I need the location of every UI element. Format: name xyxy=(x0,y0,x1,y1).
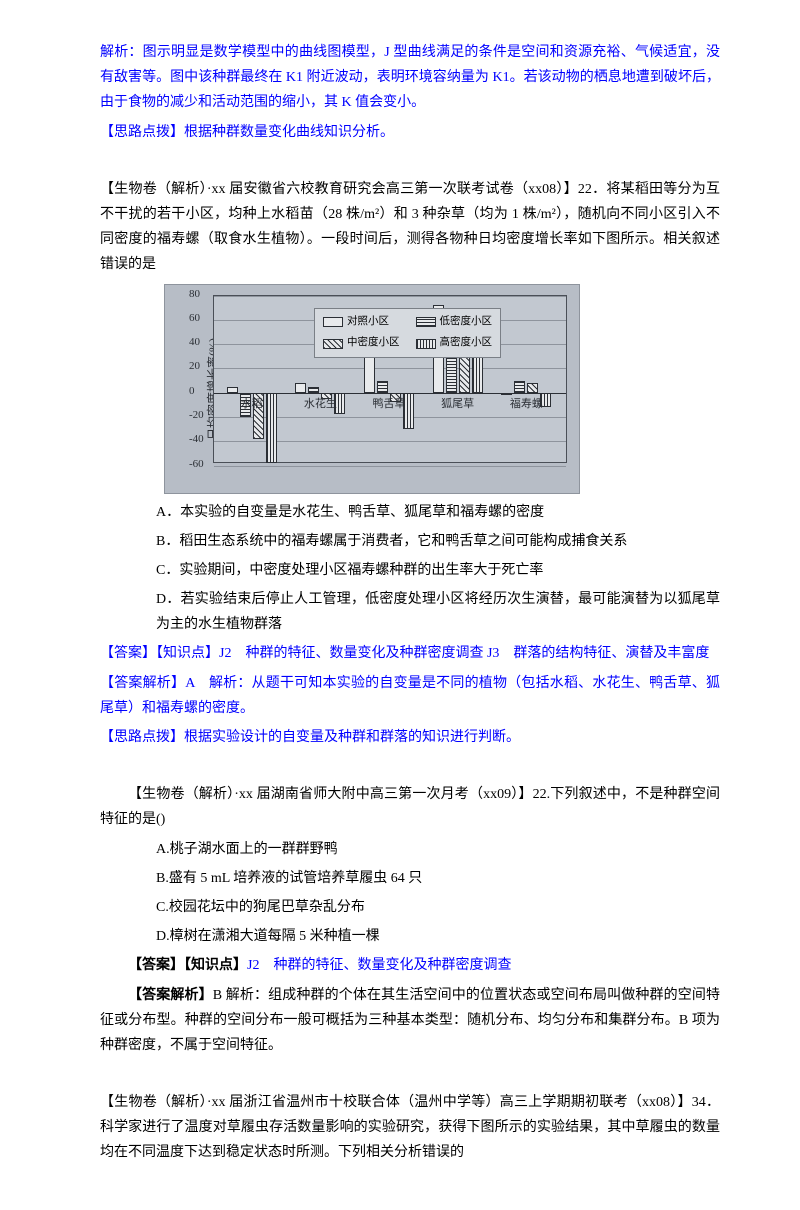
bar xyxy=(227,387,238,393)
spacer xyxy=(100,754,720,782)
y-tick: 0 xyxy=(189,382,195,402)
legend-label: 中密度小区 xyxy=(347,334,400,353)
answer-code: J2 种群的特征、数量变化及种群密度调查 J3 群落的结构特征、演替及丰富度 xyxy=(219,646,709,661)
q1-option-c: C．实验期间，中密度处理小区福寿螺种群的出生率大于死亡率 xyxy=(100,558,720,583)
q1-explain: 【答案解析】A 解析：从题干可知本实验的自变量是不同的植物（包括水稻、水花生、鸭… xyxy=(100,671,720,721)
bar xyxy=(295,383,306,393)
q1-tip: 【思路点拨】根据实验设计的自变量及种群和群落的知识进行判断。 xyxy=(100,725,720,750)
legend-label: 高密度小区 xyxy=(440,334,493,353)
legend-label: 对照小区 xyxy=(347,313,389,332)
bar xyxy=(308,387,319,393)
growth-rate-chart: 日均密度增长率(%) -60-40-20020406080 对照小区低密度小区中… xyxy=(164,284,580,494)
answer-tag: 【答案】【知识点】 xyxy=(100,646,219,661)
bar xyxy=(527,383,538,393)
category-label: 水花生 xyxy=(304,395,337,415)
legend-item: 对照小区 xyxy=(323,313,400,332)
answer-code: J2 种群的特征、数量变化及种群密度调查 xyxy=(247,958,511,973)
answer-tag: 【答案】【知识点】 xyxy=(128,958,247,973)
category-label: 鸭舌草 xyxy=(373,395,406,415)
q2-explain: 【答案解析】【答案解析】B 解析：组成种群的个体在其生活空间中的位置状态或空间布… xyxy=(100,983,720,1059)
legend-swatch xyxy=(323,317,343,327)
y-tick: 20 xyxy=(189,357,200,377)
q3-stem: 【生物卷（解析）·xx 届浙江省温州市十校联合体（温州中学等）高三上学期期初联考… xyxy=(100,1090,720,1166)
category-label: 狐尾草 xyxy=(441,395,474,415)
bar xyxy=(364,356,375,392)
spacer xyxy=(100,149,720,177)
q2-stem: 【生物卷（解析）·xx 届湖南省师大附中高三第一次月考（xx09）】22.下列叙… xyxy=(100,782,720,832)
q1-answer-line: 【答案】【知识点】J2 种群的特征、数量变化及种群密度调查 J3 群落的结构特征… xyxy=(100,641,720,666)
legend-label: 低密度小区 xyxy=(440,313,493,332)
category-label: 水稻 xyxy=(241,395,263,415)
bar xyxy=(266,393,277,463)
y-tick: 80 xyxy=(189,285,200,305)
chart-legend: 对照小区 低密度小区中密度小区 高密度小区 xyxy=(314,308,501,359)
category-label: 福寿螺 xyxy=(510,395,543,415)
q2-option-b: B.盛有 5 mL 培养液的试管培养草履虫 64 只 xyxy=(100,866,720,891)
y-tick: -40 xyxy=(189,430,204,450)
q2-option-c: C.校园花坛中的狗尾巴草杂乱分布 xyxy=(100,895,720,920)
y-tick: -60 xyxy=(189,455,204,475)
y-tick: 40 xyxy=(189,333,200,353)
q1-stem: 【生物卷（解析）·xx 届安徽省六校教育研究会高三第一次联考试卷（xx08）】2… xyxy=(100,177,720,278)
analysis-text: 解析：图示明显是数学模型中的曲线图模型，J 型曲线满足的条件是空间和资源充裕、气… xyxy=(100,40,720,116)
legend-item: 中密度小区 xyxy=(323,334,400,353)
q1-option-b: B．稻田生态系统中的福寿螺属于消费者，它和鸭舌草之间可能构成捕食关系 xyxy=(100,529,720,554)
y-tick: 60 xyxy=(189,309,200,329)
tip-text: 【思路点拨】根据种群数量变化曲线知识分析。 xyxy=(100,120,720,145)
legend-swatch xyxy=(416,317,436,327)
legend-swatch xyxy=(416,339,436,349)
bar xyxy=(514,381,525,393)
y-tick: -20 xyxy=(189,406,204,426)
legend-item: 低密度小区 xyxy=(416,313,493,332)
q2-option-d: D.樟树在潇湘大道每隔 5 米种植一棵 xyxy=(100,924,720,949)
q1-option-a: A．本实验的自变量是水花生、鸭舌草、狐尾草和福寿螺的密度 xyxy=(100,500,720,525)
bar xyxy=(377,381,388,393)
q2-answer-line: 【答案】【知识点】J2 种群的特征、数量变化及种群密度调查 xyxy=(100,953,720,978)
spacer xyxy=(100,1062,720,1090)
q2-option-a: A.桃子湖水面上的一群群野鸭 xyxy=(100,837,720,862)
q1-option-d: D．若实验结束后停止人工管理，低密度处理小区将经历次生演替，最可能演替为以狐尾草… xyxy=(100,587,720,637)
chart-plot-area: 对照小区 低密度小区中密度小区 高密度小区 水稻 水花生 鸭舌草 狐尾草 福寿螺 xyxy=(213,295,567,463)
legend-swatch xyxy=(323,339,343,349)
legend-item: 高密度小区 xyxy=(416,334,493,353)
